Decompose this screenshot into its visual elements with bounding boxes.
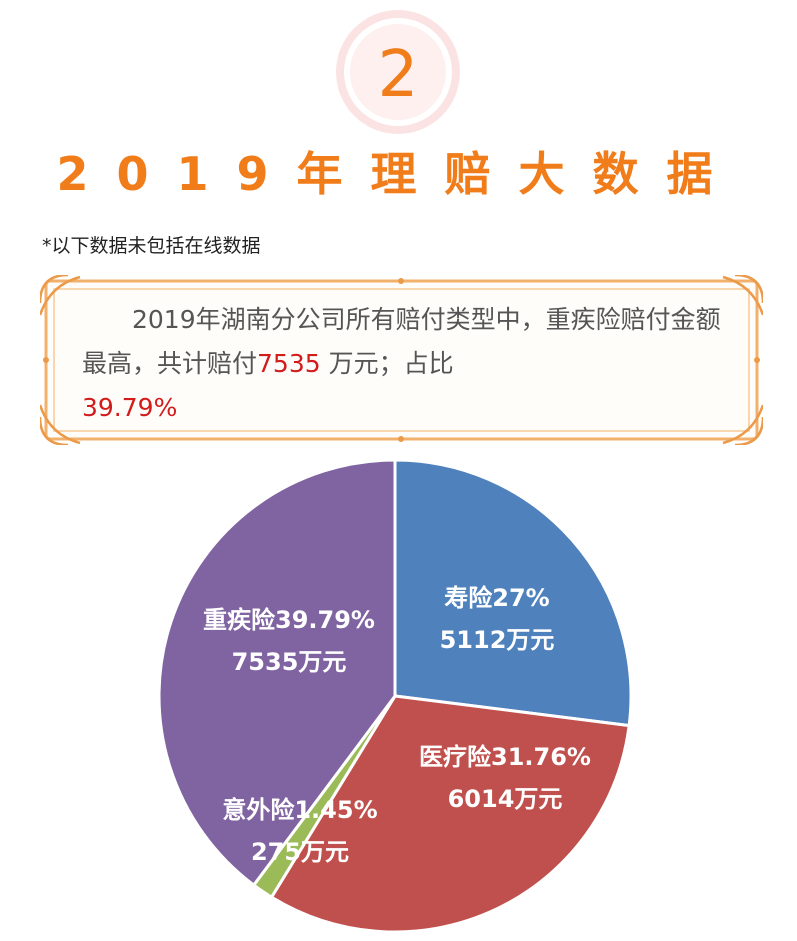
slice-label-1: 医疗险31.76% bbox=[419, 743, 591, 771]
slice-value-0: 5112万元 bbox=[440, 626, 555, 654]
pie-slice-1 bbox=[269, 694, 631, 934]
summary-percent: 39.79% bbox=[82, 393, 178, 422]
step-badge: 2 bbox=[336, 10, 460, 134]
slice-label-0: 寿险27% bbox=[444, 584, 549, 612]
slice-label-3: 重疾险39.79% bbox=[203, 606, 375, 634]
frame-corner-ornaments bbox=[40, 275, 763, 445]
badge-disc bbox=[350, 24, 446, 120]
data-note: *以下数据未包括在线数据 bbox=[42, 235, 261, 257]
frame-edge-dots bbox=[43, 278, 760, 442]
summary-text-middle: 万元；占比 bbox=[320, 349, 454, 378]
slice-value-3: 7535万元 bbox=[232, 648, 347, 676]
step-number: 2 bbox=[378, 38, 419, 112]
pie-slice-3 bbox=[157, 460, 397, 888]
summary-frame bbox=[40, 275, 763, 445]
page-title: 2019年理赔大数据 bbox=[56, 147, 741, 201]
slice-label-2: 意外险1.45% bbox=[222, 796, 377, 824]
slice-value-2: 275万元 bbox=[251, 838, 349, 866]
summary-text-before: 2019年湖南分公司所有赔付类型中，重疾险赔付金额最高，共计赔付 bbox=[82, 305, 721, 378]
pie-slice-0 bbox=[393, 460, 633, 728]
summary-amount: 7535 bbox=[257, 349, 321, 378]
summary-text: 2019年湖南分公司所有赔付类型中，重疾险赔付金额最高，共计赔付7535 万元；… bbox=[82, 298, 732, 430]
slice-value-1: 6014万元 bbox=[448, 785, 563, 813]
